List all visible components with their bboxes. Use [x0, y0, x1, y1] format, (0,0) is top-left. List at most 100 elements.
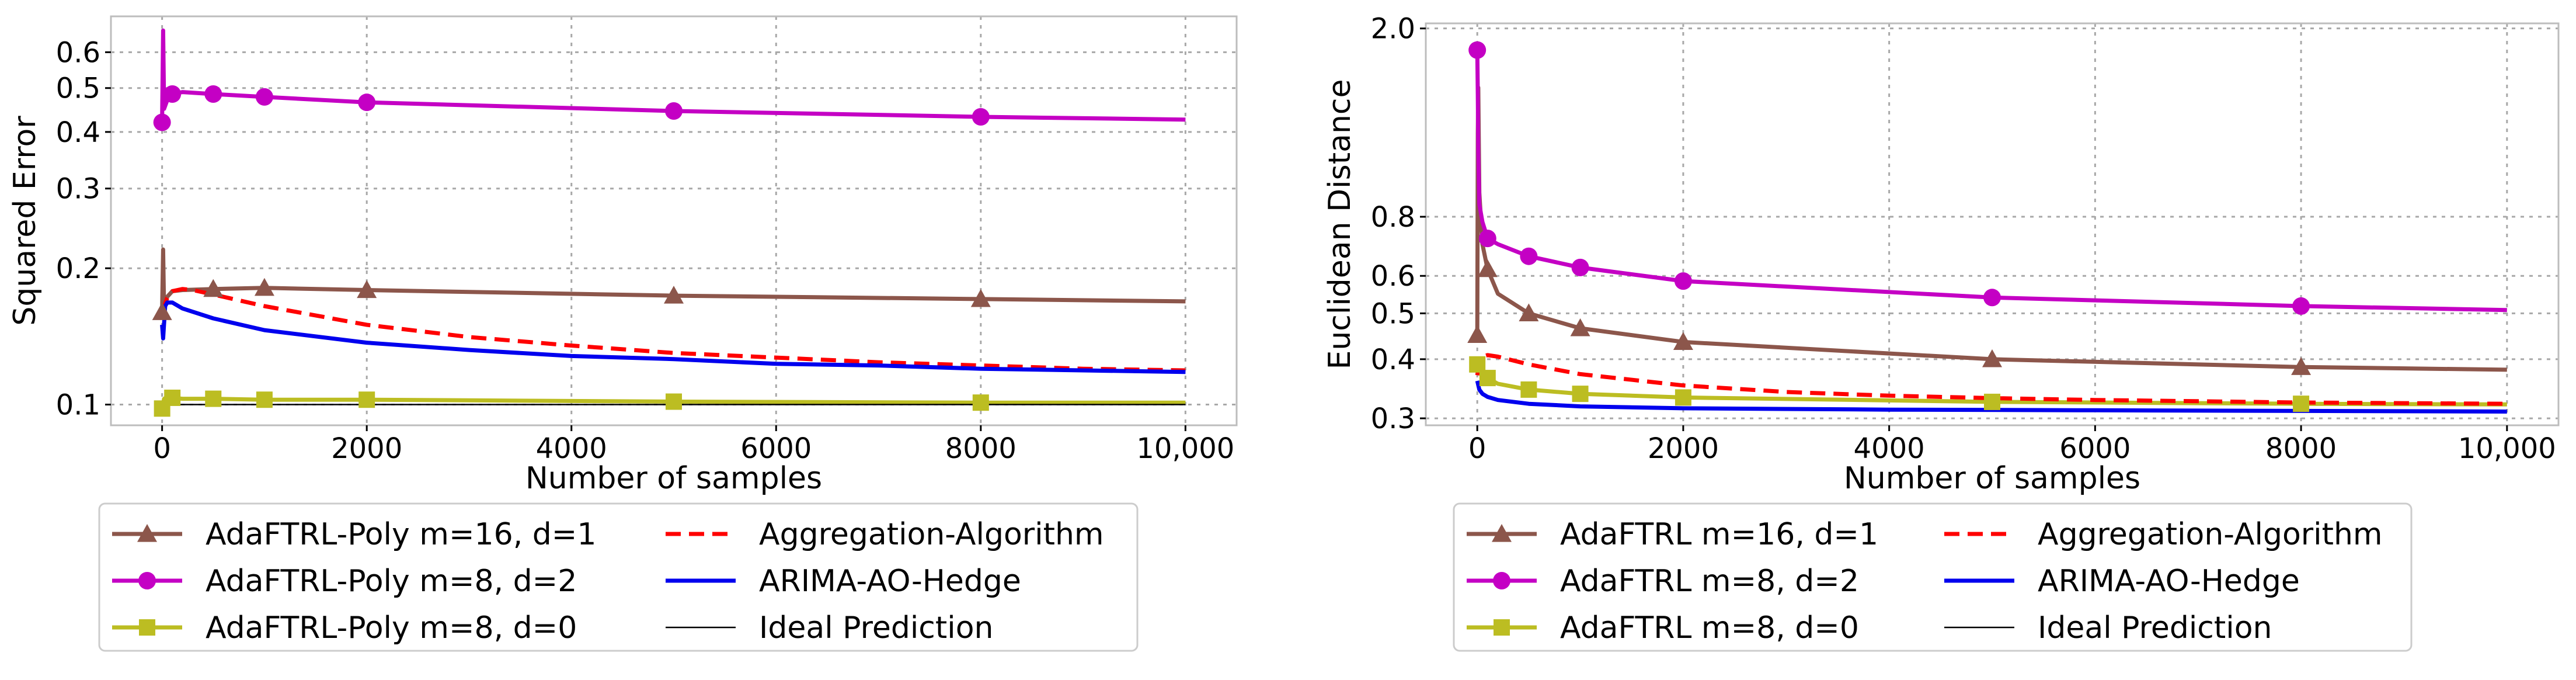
- x-tick-label: 4000: [536, 432, 607, 465]
- y-tick-label: 0.6: [56, 36, 100, 69]
- legend-marker-adaftrl-m-8-d-2: [1493, 572, 1510, 589]
- legend-label-adaftrl-m-16-d-1: AdaFTRL m=16, d=1: [1560, 517, 1878, 552]
- x-tick-label: 0: [153, 432, 171, 465]
- data-point-adaftrl-m-16-d-1: [1982, 349, 2002, 367]
- data-point-adaftrl-m-8-d-0: [1520, 381, 1537, 398]
- legend-frame: [1453, 502, 2413, 652]
- data-point-adaftrl-poly-m-16-d-1: [664, 286, 684, 304]
- data-point-adaftrl-m-8-d-2: [2292, 297, 2310, 315]
- legend-label-adaftrl-poly-m-8-d-2: AdaFTRL-Poly m=8, d=2: [206, 564, 577, 599]
- data-point-adaftrl-poly-m-8-d-2: [163, 85, 182, 103]
- data-point-adaftrl-poly-m-16-d-1: [254, 277, 274, 296]
- legend-marker-adaftrl-m-8-d-0: [1494, 619, 1510, 636]
- y-axis-label: Squared Error: [8, 116, 43, 326]
- y-tick-label: 0.8: [1371, 201, 1415, 234]
- y-axis-label: Euclidean Distance: [1322, 79, 1357, 369]
- legend-label-adaftrl-poly-m-8-d-0: AdaFTRL-Poly m=8, d=0: [206, 610, 577, 646]
- data-point-adaftrl-m-8-d-2: [1571, 258, 1589, 276]
- data-point-adaftrl-poly-m-16-d-1: [203, 279, 224, 297]
- data-point-adaftrl-poly-m-8-d-2: [255, 88, 273, 106]
- legend-label-arima-ao-hedge: ARIMA-AO-Hedge: [2038, 564, 2300, 599]
- data-point-adaftrl-m-8-d-2: [1674, 272, 1692, 290]
- y-tick-label: 0.5: [1371, 297, 1415, 330]
- y-tick-label: 0.1: [56, 389, 100, 422]
- data-point-adaftrl-m-8-d-2: [1478, 230, 1496, 248]
- x-tick-label: 10,000: [1136, 432, 1234, 465]
- legend-label-ideal-prediction: Ideal Prediction: [2038, 610, 2272, 646]
- x-tick-label: 6000: [740, 432, 812, 465]
- data-point-adaftrl-m-16-d-1: [1519, 303, 1539, 321]
- data-point-adaftrl-poly-m-8-d-0: [164, 389, 181, 406]
- data-point-adaftrl-poly-m-8-d-0: [972, 394, 989, 411]
- y-tick-label: 0.3: [1371, 403, 1415, 435]
- data-point-adaftrl-poly-m-8-d-2: [204, 85, 222, 103]
- data-point-adaftrl-poly-m-8-d-0: [666, 393, 682, 410]
- x-axis-label: Number of samples: [525, 461, 822, 496]
- legend-label-adaftrl-poly-m-16-d-1: AdaFTRL-Poly m=16, d=1: [206, 517, 596, 552]
- x-axis-label: Number of samples: [1844, 461, 2140, 496]
- data-point-adaftrl-poly-m-8-d-0: [358, 391, 375, 408]
- x-tick-label: 8000: [945, 432, 1017, 465]
- x-tick-label: 0: [1468, 432, 1487, 465]
- plot-area-frame: [1425, 22, 2560, 426]
- x-tick-label: 8000: [2265, 432, 2337, 465]
- data-point-adaftrl-m-8-d-0: [2293, 395, 2310, 412]
- axis-ticks: 0 2000 4000 6000 8000 10,000 0.3 0.4 0.5 0.6 0.8 2.…: [1371, 13, 2556, 465]
- series-markers: [152, 85, 991, 417]
- data-point-adaftrl-m-16-d-1: [1673, 332, 1693, 350]
- series-line-aggregation-algorithm: [160, 287, 1186, 373]
- data-point-adaftrl-poly-m-16-d-1: [357, 280, 377, 299]
- y-tick-label: 0.5: [56, 72, 100, 105]
- data-point-adaftrl-m-8-d-0: [1675, 389, 1691, 406]
- chart-euclidean-distance: 0 2000 4000 6000 8000 10,000 0.3 0.4 0.5 0.6 0.8 2.…: [1322, 13, 2560, 652]
- y-tick-label: 2.0: [1371, 13, 1415, 46]
- y-tick-label: 0.2: [56, 252, 100, 285]
- legend-frame: [98, 502, 1139, 652]
- data-point-adaftrl-poly-m-8-d-2: [153, 113, 171, 131]
- series-line-arima-ao-hedge: [1475, 380, 2507, 414]
- data-point-adaftrl-m-8-d-0: [1479, 370, 1496, 387]
- data-point-adaftrl-poly-m-16-d-1: [970, 289, 991, 307]
- data-point-adaftrl-m-8-d-0: [1572, 386, 1589, 403]
- y-tick-label: 0.4: [56, 116, 100, 149]
- data-point-adaftrl-m-8-d-0: [1984, 393, 2000, 410]
- legend-marker-adaftrl-poly-m-8-d-0: [139, 619, 155, 636]
- data-point-adaftrl-m-8-d-2: [1983, 289, 2001, 307]
- data-point-adaftrl-m-16-d-1: [1477, 259, 1498, 277]
- legend-marker-adaftrl-m-16-d-1: [1492, 524, 1512, 542]
- x-tick-label: 10,000: [2458, 432, 2556, 465]
- data-point-adaftrl-m-8-d-2: [1520, 247, 1538, 265]
- series-line-arima-ao-hedge: [160, 300, 1186, 374]
- y-tick-label: 0.6: [1371, 260, 1415, 293]
- data-point-adaftrl-m-8-d-2: [1468, 41, 1487, 59]
- data-point-adaftrl-poly-m-8-d-2: [665, 102, 683, 120]
- y-tick-label: 0.4: [1371, 344, 1415, 376]
- data-point-adaftrl-m-16-d-1: [1467, 325, 1488, 344]
- legend: AdaFTRL m=16, d=1 AdaFTRL m=8, d=2 AdaFTRL…: [1453, 502, 2413, 652]
- data-point-adaftrl-poly-m-8-d-2: [358, 93, 376, 112]
- x-tick-label: 6000: [2059, 432, 2131, 465]
- legend-label-adaftrl-m-8-d-0: AdaFTRL m=8, d=0: [1560, 610, 1859, 646]
- axis-ticks: 0 2000 4000 6000 8000 10,000 0.1 0.2 0.3 0.4 0.50.…: [56, 36, 1235, 465]
- legend-label-aggregation-algorithm: Aggregation-Algorithm: [759, 517, 1104, 552]
- data-point-adaftrl-poly-m-16-d-1: [152, 302, 172, 320]
- legend-label-adaftrl-m-8-d-2: AdaFTRL m=8, d=2: [1560, 564, 1859, 599]
- legend-label-aggregation-algorithm: Aggregation-Algorithm: [2038, 517, 2383, 552]
- legend-marker-adaftrl-poly-m-16-d-1: [137, 524, 157, 542]
- chart-squared-error: 0 2000 4000 6000 8000 10,000 0.1 0.2 0.3 0.4 0.50.…: [8, 15, 1238, 652]
- plot-area-frame: [110, 15, 1238, 426]
- data-point-adaftrl-m-16-d-1: [1570, 318, 1590, 336]
- legend-label-ideal-prediction: Ideal Prediction: [759, 610, 994, 646]
- series-markers: [1467, 41, 2312, 412]
- y-tick-label: 0.3: [56, 173, 100, 206]
- data-point-adaftrl-poly-m-8-d-0: [205, 390, 222, 407]
- x-tick-label: 2000: [331, 432, 402, 465]
- legend-label-arima-ao-hedge: ARIMA-AO-Hedge: [759, 564, 1021, 599]
- legend: AdaFTRL-Poly m=16, d=1 AdaFTRL-Poly m=8, …: [98, 502, 1139, 652]
- x-tick-label: 4000: [1854, 432, 1925, 465]
- data-point-adaftrl-poly-m-8-d-0: [256, 391, 273, 408]
- data-point-adaftrl-poly-m-8-d-2: [972, 107, 990, 126]
- legend-marker-adaftrl-poly-m-8-d-2: [138, 572, 156, 589]
- x-tick-label: 2000: [1648, 432, 1719, 465]
